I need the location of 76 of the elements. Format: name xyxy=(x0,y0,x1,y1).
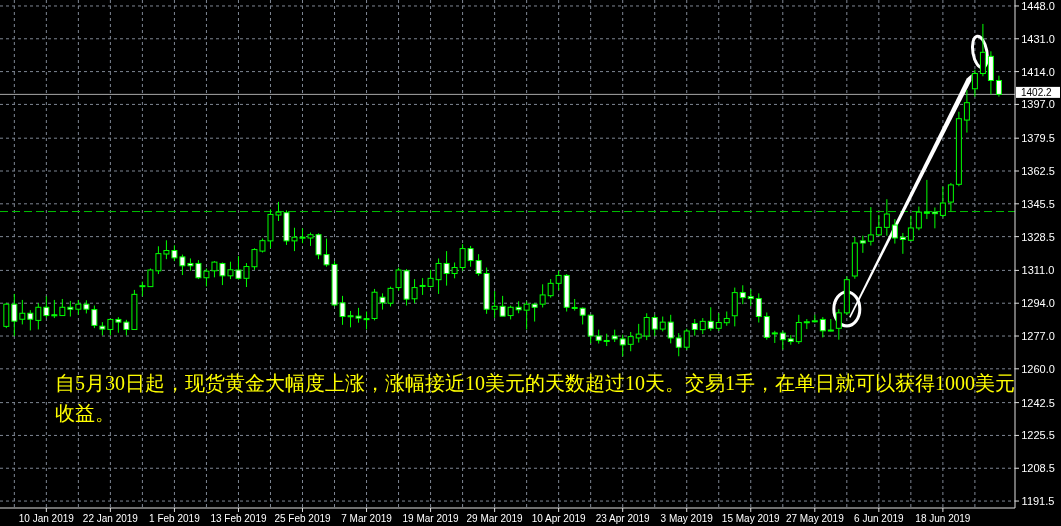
candlestick xyxy=(795,314,802,345)
y-tick-label: 1225.5 xyxy=(1021,429,1055,442)
x-tick-label: 19 Mar 2019 xyxy=(402,513,460,524)
y-tick-label: 1277.0 xyxy=(1021,330,1055,343)
candlestick xyxy=(675,332,682,357)
y-tick-label: 1379.5 xyxy=(1021,132,1055,145)
x-tick-label: 10 Apr 2019 xyxy=(531,513,587,524)
candlestick xyxy=(835,308,842,341)
candlestick xyxy=(923,179,930,220)
x-tick-label: 1 Feb 2019 xyxy=(149,513,201,524)
candlestick xyxy=(731,287,738,327)
candlestick xyxy=(43,295,50,319)
candlestick xyxy=(587,314,594,344)
candlestick xyxy=(739,284,746,305)
x-tick-label: 13 Feb 2019 xyxy=(210,513,267,524)
x-tick-label: 18 Jun 2019 xyxy=(915,513,971,524)
y-tick-label: 1448.0 xyxy=(1021,0,1055,12)
candlestick xyxy=(963,89,970,134)
candlestick xyxy=(539,283,546,308)
candlestick xyxy=(555,270,562,291)
candlestick xyxy=(947,182,954,213)
candlestick xyxy=(51,299,58,319)
candlestick xyxy=(35,302,42,330)
y-tick-label: 1191.5 xyxy=(1021,495,1055,508)
candlestick xyxy=(915,206,922,231)
y-tick-label: 1294.0 xyxy=(1021,297,1055,310)
candlestick xyxy=(995,75,1002,98)
x-tick-label: 3 May 2019 xyxy=(660,513,714,524)
x-tick-label: 6 Jun 2019 xyxy=(854,513,905,524)
candlestick xyxy=(531,302,538,323)
candlestick xyxy=(907,215,914,242)
y-tick-label: 1397.0 xyxy=(1021,98,1055,111)
candlestick xyxy=(683,328,690,351)
candlestick xyxy=(27,309,34,331)
candlestick xyxy=(11,293,18,337)
candlestick xyxy=(899,232,906,255)
candlestick xyxy=(939,186,946,218)
annotation: 自5月30日起，现货黄金大幅度上涨，涨幅接近10美元的天数超过10天。交易1手，在单日就可以获得1000美元收益。 xyxy=(55,371,1015,426)
y-tick-label: 1328.5 xyxy=(1021,230,1055,243)
candlestick xyxy=(3,302,10,329)
x-tick-label: 15 May 2019 xyxy=(721,513,781,524)
candlestick xyxy=(635,323,642,344)
candlestick xyxy=(547,278,554,299)
candlestick xyxy=(763,311,770,341)
y-tick-label: 1362.5 xyxy=(1021,165,1055,178)
candlestick xyxy=(891,218,898,245)
x-tick-label: 25 Feb 2019 xyxy=(274,513,332,524)
candlestick xyxy=(627,331,634,352)
y-tick-label: 1260.0 xyxy=(1021,362,1055,375)
candlestick xyxy=(651,314,658,337)
candlestick xyxy=(979,23,986,77)
candlestick xyxy=(971,69,978,98)
x-tick-label: 23 Apr 2019 xyxy=(595,513,651,524)
x-tick-label: 7 Mar 2019 xyxy=(341,513,393,524)
y-tick-label: 1345.5 xyxy=(1021,197,1055,210)
candlestick xyxy=(883,198,890,237)
candlestick xyxy=(667,314,674,344)
y-tick-label: 1242.5 xyxy=(1021,396,1055,409)
candlestick xyxy=(755,292,762,324)
y-tick-label: 1431.0 xyxy=(1021,32,1055,45)
candlestick xyxy=(931,206,938,229)
x-tick-label: 22 Jan 2019 xyxy=(82,513,139,524)
ref-line-label: 1402.2 xyxy=(1021,87,1053,99)
x-tick-label: 27 May 2019 xyxy=(785,513,845,524)
x-tick-label: 29 Mar 2019 xyxy=(466,513,524,524)
candlestick xyxy=(867,206,874,247)
candlestick xyxy=(643,312,650,341)
y-tick-label: 1414.0 xyxy=(1021,65,1055,78)
candlestick xyxy=(779,330,786,351)
y-tick-label: 1208.5 xyxy=(1021,462,1055,475)
x-tick-label: 10 Jan 2019 xyxy=(18,513,75,524)
candlestick xyxy=(619,334,626,357)
candlestick xyxy=(819,316,826,338)
candlestick xyxy=(707,306,714,332)
y-tick-label: 1311.0 xyxy=(1021,264,1055,277)
candlestick xyxy=(19,299,26,325)
